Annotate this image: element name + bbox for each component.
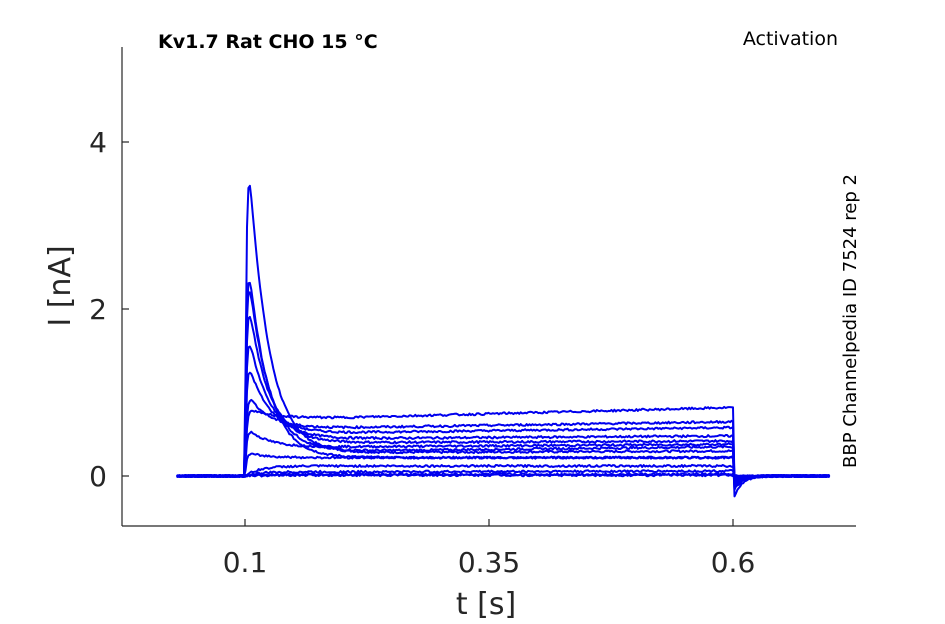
source-label: BBP Channelpedia ID 7524 rep 2	[840, 174, 861, 468]
chart-subtitle: Activation	[743, 28, 838, 50]
current-trace	[175, 398, 830, 485]
current-trace	[176, 473, 831, 478]
current-trace	[176, 291, 830, 490]
y-axis-label: I [nA]	[43, 245, 78, 326]
chart-title: Kv1.7 Rat CHO 15 °C	[158, 31, 378, 53]
y-tick-label: 2	[89, 293, 107, 326]
traces	[175, 184, 831, 498]
x-tick-label: 0.1	[223, 546, 268, 579]
current-trace	[176, 452, 830, 481]
x-tick-label: 0.35	[458, 546, 520, 579]
y-ticks: 0 2 4	[89, 126, 129, 493]
current-trace	[176, 469, 830, 479]
axes	[121, 47, 856, 527]
current-trace	[176, 405, 830, 484]
y-tick-label: 4	[89, 126, 107, 159]
current-trace	[176, 463, 830, 479]
current-trace	[176, 430, 830, 482]
x-tick-label: 0.6	[711, 546, 756, 579]
y-tick-label: 0	[89, 460, 107, 493]
x-ticks: 0.1 0.35 0.6	[223, 519, 756, 579]
current-trace	[176, 184, 831, 498]
x-axis-label: t [s]	[456, 587, 516, 622]
current-trace	[175, 315, 830, 487]
